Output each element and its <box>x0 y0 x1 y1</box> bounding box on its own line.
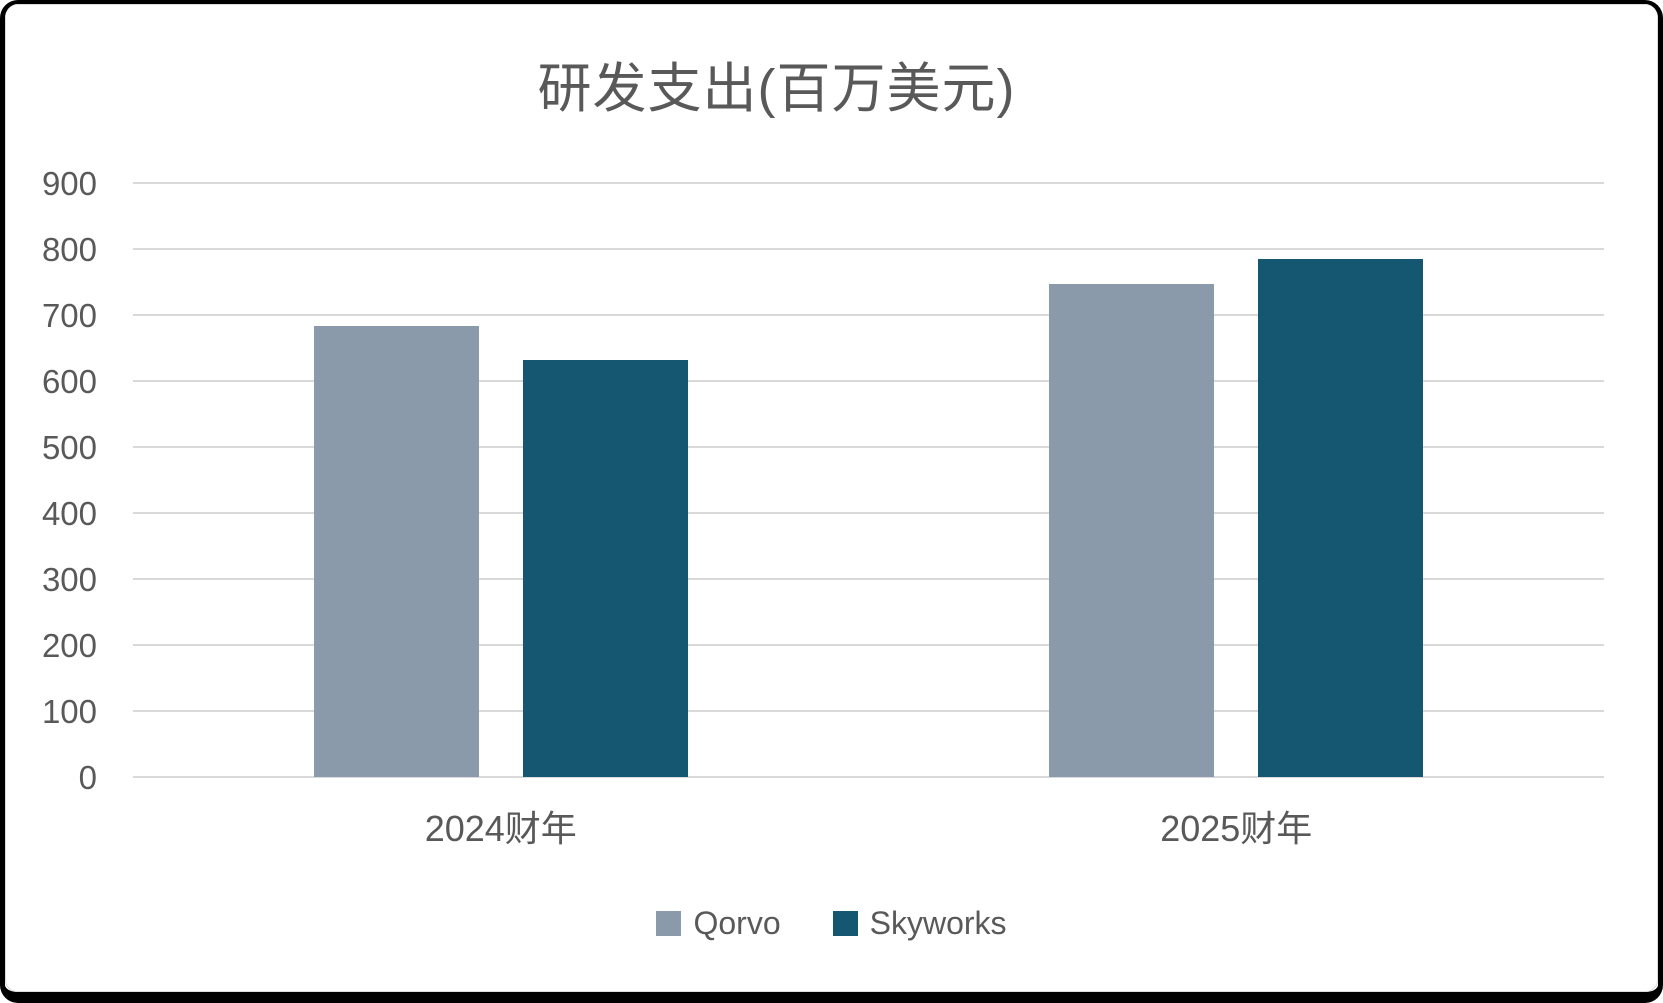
gridline-y-400 <box>133 512 1604 514</box>
y-tick-label-500: 500 <box>41 429 97 466</box>
gridline-y-200 <box>133 644 1604 646</box>
y-tick-label-0: 0 <box>78 759 97 796</box>
y-tick-label-900: 900 <box>41 165 97 202</box>
legend-label-skyworks: Skyworks <box>869 905 1007 941</box>
plot-area <box>133 182 1604 778</box>
legend-item-skyworks: Skyworks <box>832 905 1007 941</box>
bar-skyworks-2025 <box>1258 258 1424 777</box>
bar-skyworks-2024 <box>522 359 688 777</box>
x-category-label-2024: 2024财年 <box>424 808 577 849</box>
gridline-y-900 <box>133 182 1604 184</box>
chart-title: 研发支出(百万美元) <box>537 59 1016 119</box>
gridline-y-800 <box>133 248 1604 250</box>
bar-qorvo-2025 <box>1049 283 1215 777</box>
gridline-y-600 <box>133 380 1604 382</box>
bar-qorvo-2024 <box>313 326 479 777</box>
gridline-y-100 <box>133 710 1604 712</box>
y-tick-label-200: 200 <box>41 627 97 664</box>
y-axis-labels: 0 100 200 300 400 500 600 700 800 900 <box>5 167 97 794</box>
y-tick-label-700: 700 <box>41 297 97 334</box>
gridline-y-700 <box>133 314 1604 316</box>
y-tick-label-800: 800 <box>41 231 97 268</box>
y-tick-label-300: 300 <box>41 561 97 598</box>
y-tick-label-600: 600 <box>41 363 97 400</box>
legend-swatch-skyworks <box>832 910 858 936</box>
gridline-y-0 <box>133 776 1604 778</box>
legend-item-qorvo: Qorvo <box>656 905 781 941</box>
gridline-y-300 <box>133 578 1604 580</box>
legend-label-qorvo: Qorvo <box>693 905 781 941</box>
x-category-label-2025: 2025财年 <box>1160 808 1313 849</box>
y-tick-label-100: 100 <box>41 693 97 730</box>
legend: Qorvo Skyworks <box>5 907 1658 939</box>
gridline-y-500 <box>133 446 1604 448</box>
y-tick-label-400: 400 <box>41 495 97 532</box>
x-axis-labels: 2024财年 2025财年 <box>133 800 1604 850</box>
legend-swatch-qorvo <box>656 910 682 936</box>
